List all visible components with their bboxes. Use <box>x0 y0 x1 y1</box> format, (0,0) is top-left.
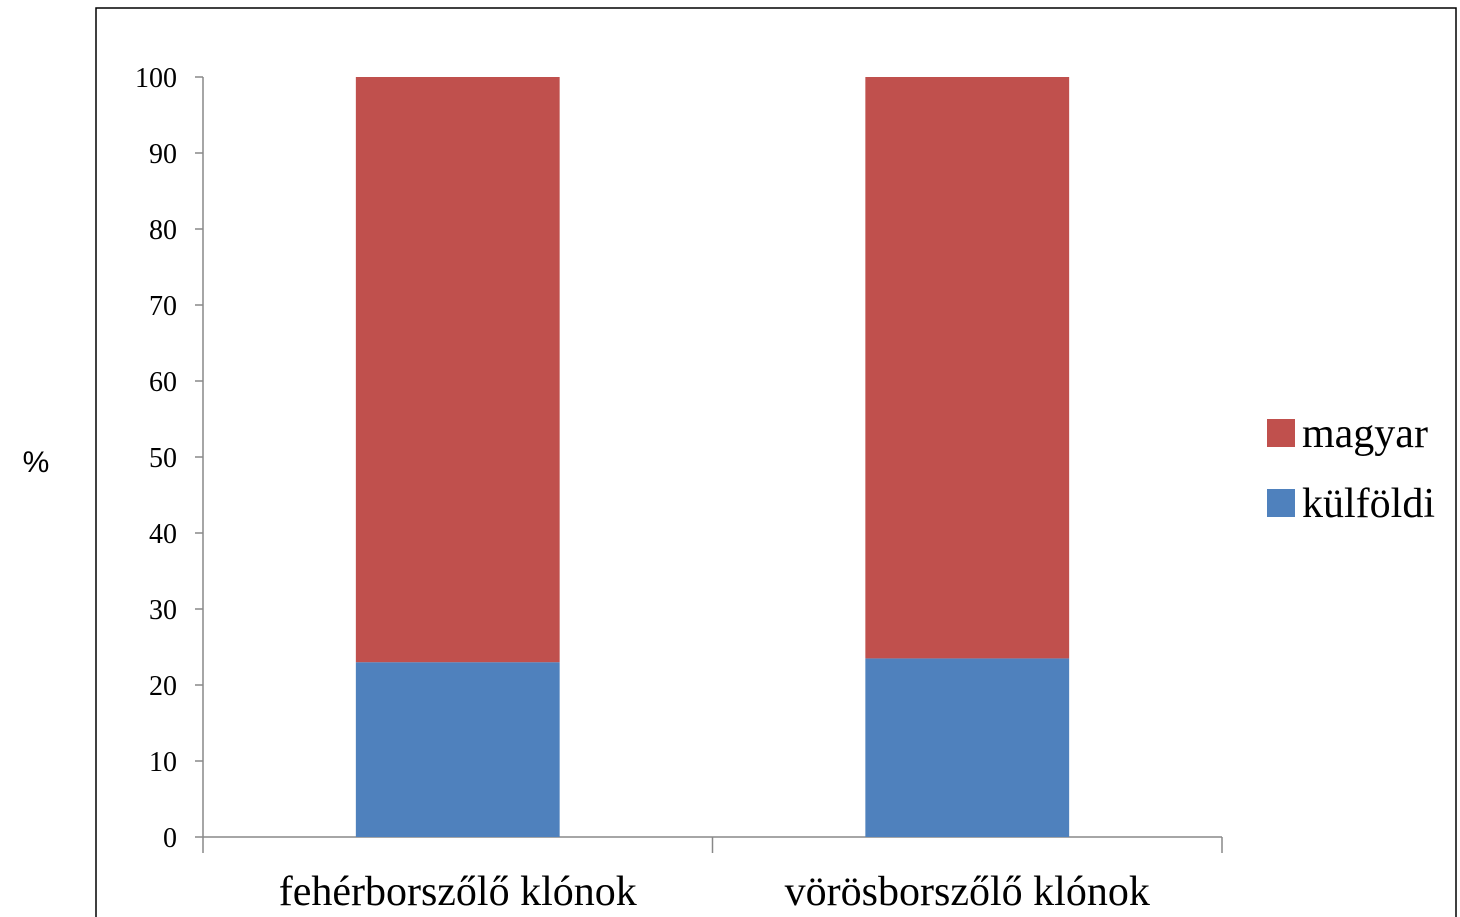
y-axis-label: % <box>23 446 50 479</box>
plot-area: 0 10 20 30 40 50 60 70 80 90 100 fehérborszőlő klón… <box>135 63 1223 915</box>
legend-swatch <box>1267 489 1295 517</box>
y-tick-label: 80 <box>149 215 177 246</box>
y-tick-label: 50 <box>149 443 177 474</box>
legend: magyar külföldi <box>1267 411 1435 527</box>
bar-magyar-0 <box>355 77 560 663</box>
x-category-label: fehérborszőlő klónok <box>279 869 637 915</box>
y-tick-label: 0 <box>163 823 177 854</box>
y-tick-label: 60 <box>149 367 177 398</box>
bar-magyar-1 <box>865 77 1070 659</box>
chart-frame <box>95 7 1457 917</box>
legend-label: magyar <box>1302 411 1428 457</box>
y-tick-label: 20 <box>149 671 177 702</box>
y-tick-label: 10 <box>149 747 177 778</box>
bar-kulfoldi-1 <box>865 658 1070 837</box>
y-tick-label: 40 <box>149 519 177 550</box>
legend-swatch <box>1267 419 1295 447</box>
bar-kulfoldi-0 <box>355 662 560 837</box>
y-tick-label: 70 <box>149 291 177 322</box>
y-tick-label: 30 <box>149 595 177 626</box>
legend-label: külföldi <box>1302 481 1435 527</box>
x-category-label: vörösborszőlő klónok <box>785 869 1150 915</box>
y-tick-label: 100 <box>135 63 177 94</box>
y-tick-label: 90 <box>149 139 177 170</box>
